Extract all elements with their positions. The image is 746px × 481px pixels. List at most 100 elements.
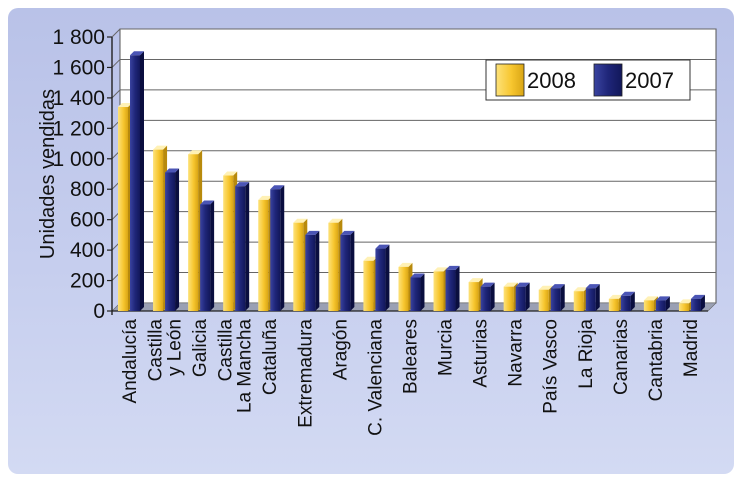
y-tick-label: 600 <box>70 209 105 232</box>
y-tick-label: 1 600 <box>52 56 105 79</box>
bar-2008 <box>153 145 168 311</box>
bar-face <box>340 234 351 311</box>
bar-top <box>468 278 483 283</box>
bar-face <box>468 282 479 311</box>
bar-2007 <box>690 294 705 311</box>
bar-face <box>165 172 176 311</box>
bar-face <box>503 286 514 311</box>
bar-face <box>515 286 526 311</box>
bar-face <box>328 222 339 311</box>
bar-top <box>585 284 600 289</box>
bar-face <box>188 154 199 311</box>
x-tick-label: C. Valenciana <box>365 319 386 436</box>
bar-2008 <box>293 218 308 311</box>
bar-top <box>153 145 168 150</box>
legend: 2008 2007 <box>485 59 691 101</box>
bar-top <box>655 296 670 301</box>
bar-side <box>490 282 495 311</box>
bar-top <box>550 284 565 289</box>
bar-top <box>620 291 635 296</box>
y-tick-label: 800 <box>70 178 105 201</box>
y-tick-label: 200 <box>70 270 105 293</box>
bar-face <box>410 277 421 311</box>
bar-face <box>620 295 631 311</box>
bar-side <box>455 265 460 311</box>
y-tick-labels: 0 200 400 600 800 1 000 1 200 1 400 1 600 1 800 <box>52 26 105 323</box>
bar-top <box>375 244 390 249</box>
legend-label-2007: 2007 <box>625 68 674 93</box>
bar-face <box>223 175 234 311</box>
y-tick-label: 1 000 <box>52 148 105 171</box>
bar-2007 <box>655 296 670 311</box>
bar-face <box>305 234 316 311</box>
x-tick-label: Cantabria <box>646 319 667 402</box>
bar-side <box>350 230 355 311</box>
x-tick-label: Castilla <box>216 319 237 382</box>
bar-2008 <box>328 218 343 311</box>
bar-2007 <box>620 291 635 311</box>
bar-2007 <box>200 200 215 311</box>
bar-top <box>293 218 308 223</box>
x-tick-label: Cataluña <box>260 319 281 395</box>
bar-2007 <box>480 282 495 311</box>
bar-2008 <box>573 287 588 311</box>
bar-top <box>223 171 238 176</box>
bar-face <box>258 199 269 311</box>
x-tick-label: Madrid <box>681 319 702 377</box>
bar-2007 <box>130 51 144 312</box>
bar-2008 <box>258 195 273 311</box>
bar-face <box>375 248 386 311</box>
bar-side <box>385 244 390 311</box>
bar-side <box>630 291 635 311</box>
bar-side <box>560 284 565 311</box>
x-tick-label: País Vasco <box>541 319 562 414</box>
bar-face <box>363 260 374 311</box>
bar-2007 <box>305 230 320 311</box>
bar-side <box>210 200 215 311</box>
bar-side <box>245 182 250 311</box>
bar-2008 <box>643 296 658 311</box>
bar-top <box>433 267 448 272</box>
bar-2008 <box>188 150 203 311</box>
legend-label-2008: 2008 <box>527 68 576 93</box>
bar-top <box>165 168 180 173</box>
bar-side <box>525 282 530 311</box>
bar-top <box>643 296 658 301</box>
y-axis-title: Unidades vendidas <box>37 89 59 259</box>
bar-2008 <box>608 294 623 311</box>
bar-2008 <box>363 256 378 311</box>
bar-2007 <box>550 284 565 311</box>
bar-2007 <box>165 168 180 311</box>
x-tick-label: Galicia <box>190 319 211 378</box>
bar-top <box>363 256 378 261</box>
x-tick-label: y León <box>165 319 186 376</box>
bar-face <box>655 300 666 311</box>
bar-2008 <box>538 285 553 311</box>
bar-face <box>690 298 701 311</box>
bar-face <box>608 298 619 311</box>
x-tick-label: Asturias <box>471 319 492 388</box>
bar-face <box>643 300 654 311</box>
axes <box>107 36 708 315</box>
legend-swatch-2008 <box>495 63 525 97</box>
bar-face <box>293 222 304 311</box>
x-tick-label: Castilla <box>146 319 167 382</box>
bar-top <box>328 218 343 223</box>
bar-top <box>398 262 413 267</box>
bar-2008 <box>118 103 132 312</box>
bar-2007 <box>375 244 390 311</box>
bar-2007 <box>410 273 425 311</box>
bars <box>118 51 705 312</box>
x-tick-label: Murcia <box>436 319 457 376</box>
bar-face <box>445 269 456 311</box>
y-tick-label: 1 400 <box>52 87 105 110</box>
bar-side <box>140 51 144 312</box>
bar-face <box>538 289 549 311</box>
x-tick-label: Andalucía <box>120 319 141 404</box>
bar-2007 <box>340 230 355 311</box>
bar-top <box>515 282 530 287</box>
bar-side <box>315 230 320 311</box>
bar-top <box>538 285 553 290</box>
